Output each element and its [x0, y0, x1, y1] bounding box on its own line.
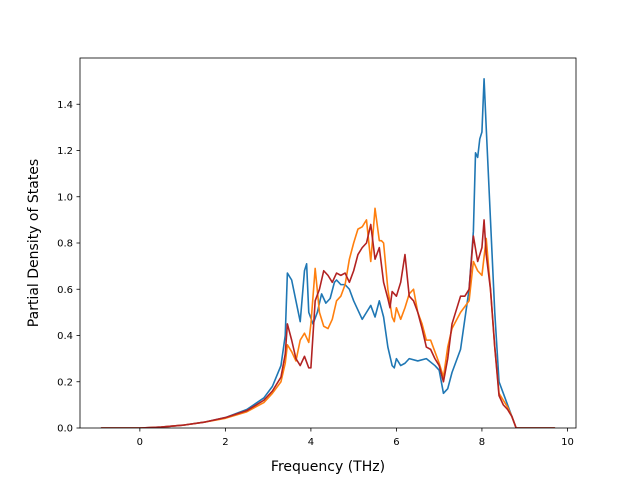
series-line-2 — [100, 207, 556, 428]
series-layer — [100, 78, 556, 428]
y-tick-label: 0.8 — [57, 239, 73, 250]
y-tick-label: 0.4 — [57, 331, 73, 342]
axes-layer: 0 2 4 6 8 10 0.0 0.2 0.4 0.6 0.8 1.0 1.2 1.4 — [57, 57, 577, 448]
y-tick-label: 1.0 — [57, 192, 73, 203]
x-tick-label: 4 — [308, 437, 314, 448]
plot-background — [80, 58, 576, 428]
plot-area — [80, 58, 576, 428]
x-axis-label: Frequency (THz) — [271, 459, 385, 475]
y-tick-label: 1.2 — [57, 146, 73, 157]
y-axis-label: Partial Density of States — [26, 159, 42, 327]
x-tick-label: 2 — [222, 437, 228, 448]
series-line-1 — [100, 78, 556, 428]
y-tick-label: 0.6 — [57, 285, 73, 296]
x-tick-label: 0 — [137, 437, 143, 448]
series-line-3 — [100, 219, 556, 428]
y-tick-label: 0.2 — [57, 377, 73, 388]
y-tick-label: 1.4 — [57, 100, 73, 111]
y-tick-label: 0.0 — [57, 424, 73, 435]
x-tick-label: 8 — [479, 437, 485, 448]
x-tick-label: 6 — [393, 437, 399, 448]
x-tick-label: 10 — [561, 437, 574, 448]
